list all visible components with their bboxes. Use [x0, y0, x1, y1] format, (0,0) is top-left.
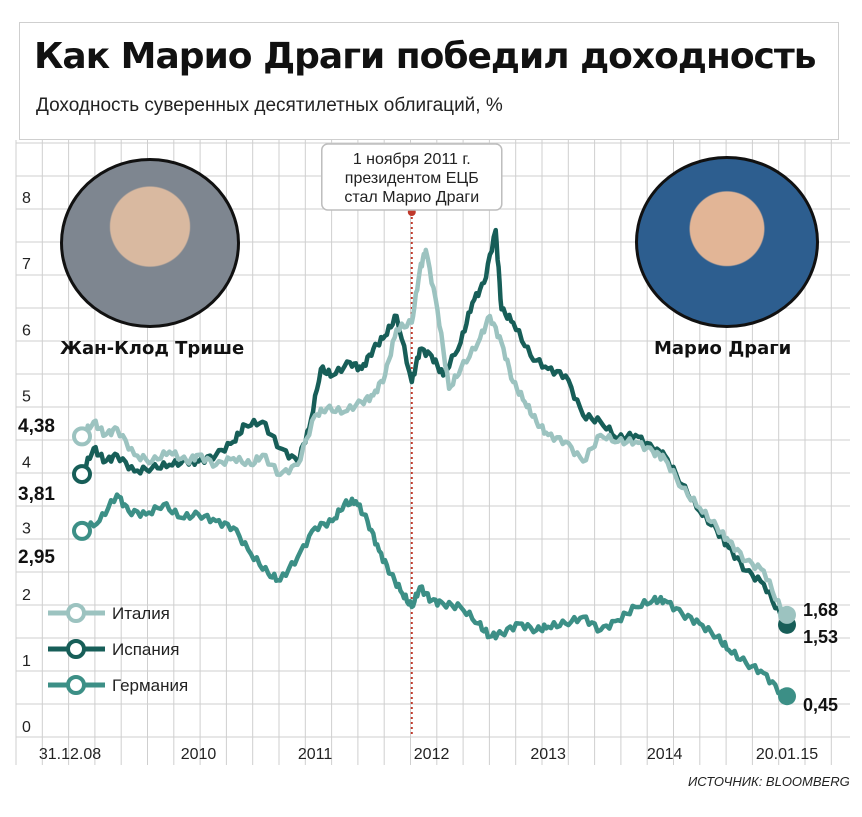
germany-end-value: 0,45 — [803, 695, 838, 715]
y-tick-label: 1 — [22, 653, 31, 670]
title-panel — [19, 22, 839, 140]
trichet-caption: Жан-Клод Трише — [60, 338, 245, 359]
legend-label-italy: Италия — [112, 604, 170, 623]
y-tick-label: 3 — [22, 521, 31, 538]
x-tick-label: 2014 — [647, 746, 683, 763]
x-tick-label: 2013 — [530, 746, 566, 763]
spain-end-value: 1,53 — [803, 627, 838, 647]
y-tick-label: 2 — [22, 587, 31, 604]
x-tick-label: 2010 — [181, 746, 217, 763]
germany-start-marker — [72, 520, 92, 541]
draghi-caption: Марио Драги — [654, 338, 792, 359]
italy-start-marker — [72, 426, 92, 447]
chart-subtitle: Доходность суверенных десятилетных облиг… — [36, 95, 503, 116]
y-tick-label: 0 — [22, 719, 31, 736]
italy-end-marker — [778, 605, 796, 624]
germany-end-marker — [778, 687, 796, 706]
y-tick-label: 4 — [22, 455, 31, 472]
italy-line — [79, 247, 790, 618]
x-tick-label: 20.01.15 — [756, 746, 818, 763]
draghi-portrait — [635, 156, 819, 328]
spain-start-value: 3,81 — [18, 484, 55, 505]
annotation-text: 1 ноября 2011 г. — [353, 151, 471, 168]
y-tick-label: 7 — [22, 256, 31, 273]
x-tick-label: 31.12.08 — [39, 746, 101, 763]
annotation-text: президентом ЕЦБ — [345, 170, 479, 187]
x-tick-label: 2011 — [298, 746, 333, 763]
y-tick-label: 6 — [22, 322, 31, 339]
x-tick-label: 2012 — [414, 746, 450, 763]
y-tick-label: 5 — [22, 388, 31, 405]
legend-marker-germany — [66, 675, 86, 695]
germany-start-value: 2,95 — [18, 547, 55, 568]
annotation-box — [321, 143, 503, 211]
page-title: Как Марио Драги победил доходность — [34, 36, 817, 77]
legend-marker-italy — [66, 603, 86, 623]
legend-marker-spain — [66, 639, 86, 659]
y-tick-label: 8 — [22, 190, 31, 207]
source-note: ИСТОЧНИК: BLOOMBERG — [688, 774, 850, 789]
trichet-portrait — [60, 158, 240, 328]
legend-label-spain: Испания — [112, 640, 179, 659]
germany-line — [79, 492, 790, 701]
italy-start-value: 4,38 — [18, 416, 55, 437]
annotation-text: стал Марио Драги — [344, 189, 479, 206]
italy-end-value: 1,68 — [803, 600, 838, 620]
spain-start-marker — [72, 464, 92, 485]
legend-label-germany: Германия — [112, 676, 188, 695]
